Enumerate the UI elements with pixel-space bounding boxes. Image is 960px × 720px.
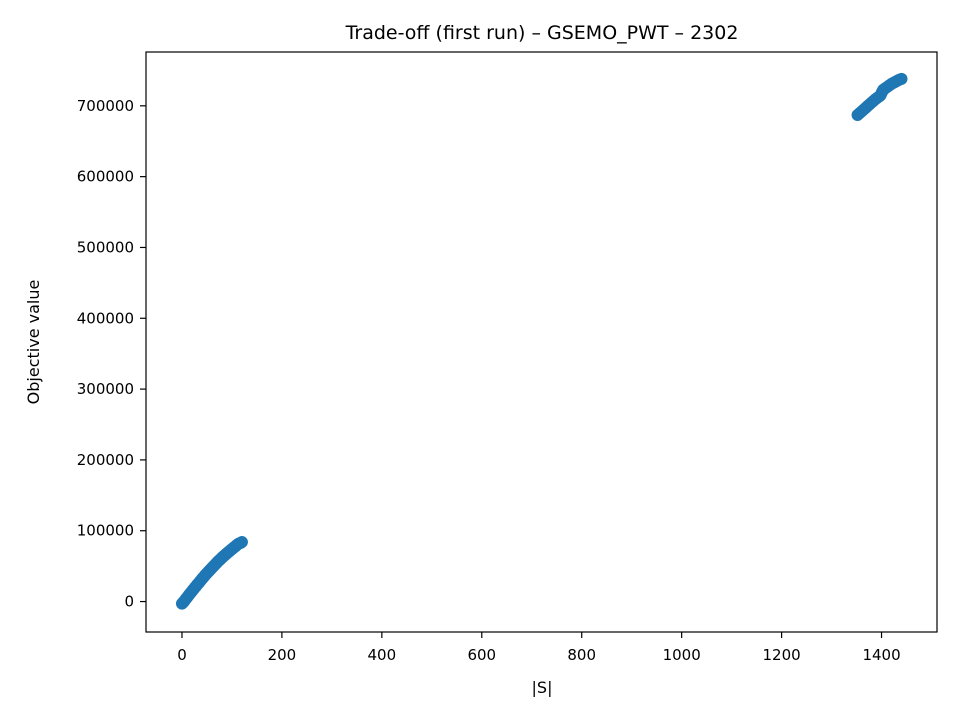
- plot-area-frame: [145, 51, 938, 633]
- scatter-point: [235, 536, 248, 549]
- x-tick-label: 0: [177, 646, 187, 664]
- x-tick-label: 1200: [763, 646, 801, 664]
- y-tick-label: 500000: [77, 238, 134, 256]
- y-tick-label: 0: [124, 593, 134, 611]
- y-tick-label: 300000: [77, 380, 134, 398]
- x-tick-label: 600: [467, 646, 496, 664]
- x-tick-label: 400: [368, 646, 397, 664]
- y-tick-label: 700000: [77, 97, 134, 115]
- y-tick-label: 400000: [77, 309, 134, 327]
- x-tick-label: 200: [268, 646, 297, 664]
- x-tick-label: 1000: [663, 646, 701, 664]
- chart-title: Trade-off (first run) – GSEMO_PWT – 2302: [345, 22, 739, 44]
- y-axis-label: Objective value: [24, 280, 43, 405]
- x-axis-label: |S|: [532, 678, 553, 697]
- y-axis-ticks: 0 100000 200000 300000 400000 500000 600000 700…: [77, 97, 146, 611]
- x-axis-ticks: 0 200 400 600 800 1000 1200 1400: [177, 632, 901, 664]
- y-tick-label: 200000: [77, 451, 134, 469]
- scatter-point: [895, 72, 908, 85]
- y-tick-label: 100000: [77, 522, 134, 540]
- x-tick-label: 800: [567, 646, 596, 664]
- scatter-points: [175, 72, 908, 610]
- x-tick-label: 1400: [862, 646, 900, 664]
- y-tick-label: 600000: [77, 168, 134, 186]
